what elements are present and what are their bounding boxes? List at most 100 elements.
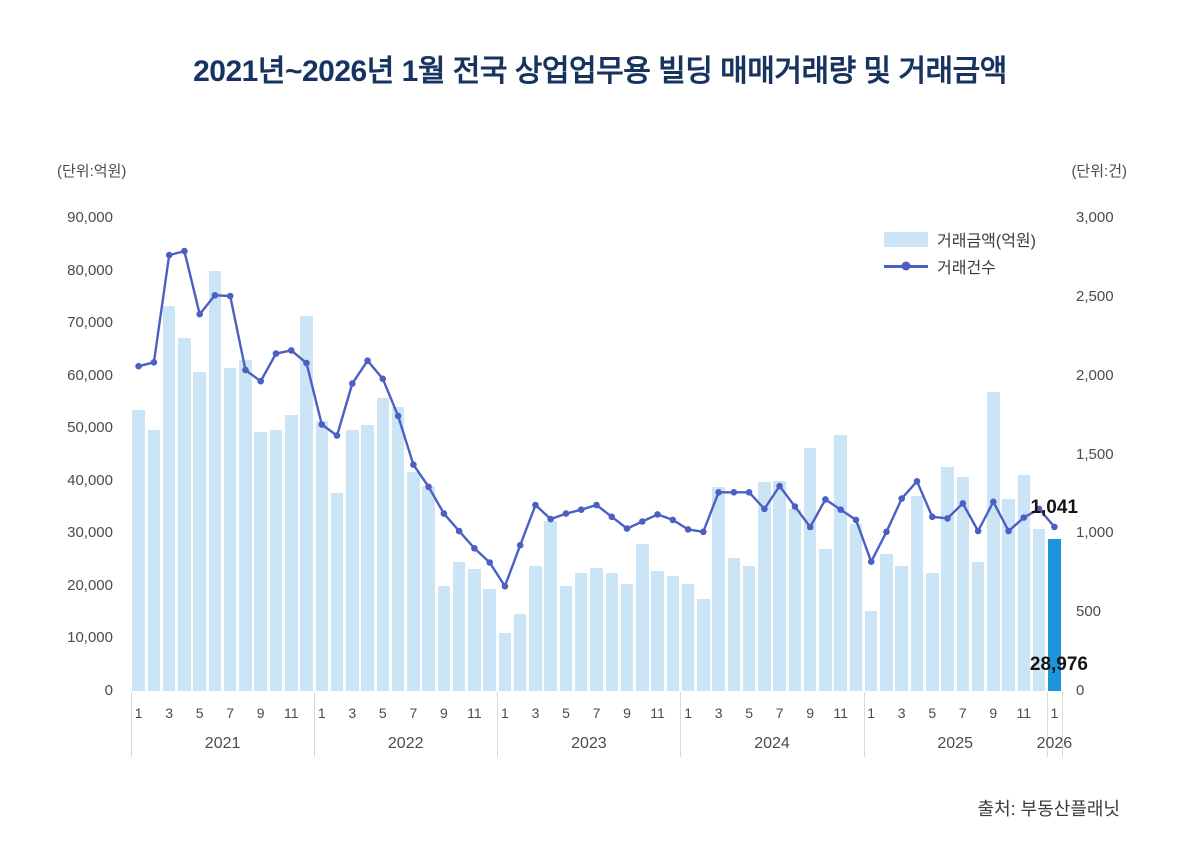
line-point-2023-11	[654, 511, 661, 518]
line-point-2024-2	[700, 528, 707, 536]
ytick-right-0: 0	[1076, 682, 1085, 699]
line-point-2023-5	[562, 510, 570, 517]
x-tick-2023-1: 1	[500, 705, 509, 721]
ytick-right-3000: 3,000	[1076, 209, 1114, 226]
bar-2025-11	[1017, 474, 1031, 691]
line-point-2025-2	[883, 528, 890, 536]
bar-2023-11	[651, 570, 664, 691]
x-tick-2022-5: 5	[378, 705, 387, 721]
bar-2024-12	[849, 523, 863, 691]
line-point-2022-11	[471, 545, 478, 552]
line-point-2022-7	[410, 461, 417, 469]
x-tick-2025-5: 5	[928, 705, 937, 721]
source-credit: 출처: 부동산플래닛	[977, 799, 1120, 819]
line-point-2023-2	[516, 541, 524, 549]
x-tick-2025-11: 11	[1016, 705, 1032, 721]
line-point-2023-7	[593, 501, 600, 509]
x-tick-2022-3: 3	[348, 705, 357, 721]
x-tick-2022-11: 11	[467, 705, 482, 721]
x-tick-2021-3: 3	[165, 705, 174, 721]
x-tick-2025-3: 3	[897, 705, 906, 721]
line-point-2021-2	[150, 359, 158, 366]
year-separator-5	[1046, 692, 1048, 757]
bar-2021-6	[208, 270, 222, 691]
line-point-2023-3	[532, 501, 539, 509]
x-tick-2022-7: 7	[409, 705, 418, 721]
line-point-2022-4	[364, 357, 371, 365]
line-point-2025-3	[898, 495, 905, 502]
bar-2022-5	[376, 398, 390, 691]
legend: 거래금액(억원) 거래건수	[884, 227, 1036, 281]
line-point-2021-3	[165, 251, 173, 259]
right-axis-unit: (단위:건)	[1071, 163, 1127, 180]
x-tick-2021-7: 7	[226, 705, 235, 721]
ytick-left-80000: 80,000	[67, 261, 113, 279]
bar-2025-4	[910, 495, 924, 691]
line-point-2021-1	[135, 362, 142, 370]
year-separator-4	[863, 692, 865, 757]
bar-2023-7	[590, 567, 603, 691]
x-tick-2023-7: 7	[592, 705, 601, 721]
bar-2025-3	[895, 566, 908, 691]
x-tick-2021-1: 1	[134, 705, 143, 721]
line-point-2021-10	[272, 350, 280, 357]
x-tick-2024-1: 1	[684, 705, 692, 721]
left-axis-unit: (단위:억원)	[57, 163, 127, 180]
line-point-2023-6	[577, 506, 585, 513]
line-point-2023-10	[639, 518, 646, 525]
x-tick-2025-9: 9	[989, 705, 998, 721]
line-point-2022-12	[486, 559, 494, 566]
line-point-2024-5	[745, 489, 753, 496]
ytick-right-500: 500	[1076, 603, 1102, 621]
bar-2024-4	[727, 557, 741, 691]
bar-2021-1	[132, 409, 145, 691]
x-tick-2023-5: 5	[562, 705, 570, 721]
bar-2025-8	[971, 561, 985, 691]
bar-2023-2	[513, 613, 527, 691]
year-label-2023: 2023	[571, 735, 607, 752]
line-point-2021-7	[226, 292, 234, 300]
bar-2023-12	[666, 575, 680, 691]
line-point-2021-4	[181, 247, 188, 255]
bar-2025-7	[956, 476, 970, 691]
x-tick-2023-3: 3	[531, 705, 540, 721]
line-point-2023-1	[501, 582, 509, 590]
bar-2024-6	[758, 482, 771, 691]
bar-swatch-icon	[884, 231, 928, 247]
ytick-right-1000: 1,000	[1076, 524, 1114, 542]
bar-2021-11	[285, 415, 298, 691]
ytick-right-2500: 2,500	[1076, 287, 1114, 305]
x-tick-2025-1: 1	[867, 705, 876, 721]
line-point-2022-2	[333, 432, 341, 439]
line-point-2023-8	[608, 513, 616, 521]
x-tick-2023-9: 9	[623, 705, 631, 721]
bar-2024-3	[712, 486, 725, 691]
line-point-2022-9	[440, 510, 448, 517]
x-tick-2022-9: 9	[439, 705, 448, 721]
bar-2021-8	[239, 359, 252, 691]
ytick-left-10000: 10,000	[67, 629, 113, 647]
line-point-2021-9	[257, 377, 265, 385]
bar-2022-7	[407, 471, 420, 691]
legend-item-amount: 거래금액(억원)	[884, 227, 1036, 251]
line-point-2023-12	[669, 516, 677, 524]
annotation-last-amount: 28,976	[1029, 654, 1088, 675]
ytick-right-2000: 2,000	[1076, 366, 1114, 384]
line-point-2026-1	[1051, 523, 1058, 531]
x-tick-2021-9: 9	[256, 705, 265, 721]
bar-2021-7	[223, 367, 237, 691]
line-point-2024-10	[822, 496, 829, 503]
line-point-2025-1	[867, 558, 875, 565]
bar-2023-8	[605, 572, 619, 692]
ytick-left-70000: 70,000	[67, 314, 113, 332]
line-point-2025-8	[974, 527, 982, 535]
chart-title: 2021년~2026년 1월 전국 상업업무용 빌딩 매매거래량 및 거래금액	[193, 55, 1007, 88]
ytick-left-30000: 30,000	[67, 524, 113, 542]
x-tick-2025-7: 7	[958, 705, 967, 721]
line-point-2025-5	[929, 513, 936, 521]
line-dot-icon	[901, 261, 911, 271]
x-tick-2024-11: 11	[833, 705, 848, 721]
year-label-2022: 2022	[387, 735, 424, 752]
bar-2025-1	[864, 611, 878, 691]
